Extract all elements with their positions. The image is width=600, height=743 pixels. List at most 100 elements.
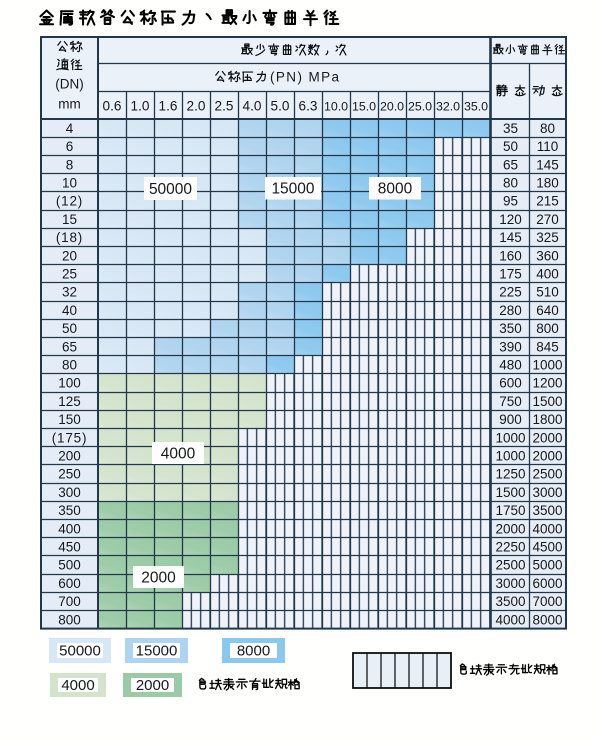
- svg-text:900: 900: [499, 412, 522, 427]
- svg-text:450: 450: [58, 540, 81, 555]
- svg-text:4000: 4000: [61, 677, 94, 694]
- svg-text:8000: 8000: [237, 643, 270, 660]
- svg-text:1500: 1500: [495, 485, 525, 500]
- svg-text:65: 65: [503, 157, 518, 172]
- svg-text:20: 20: [62, 248, 77, 263]
- svg-text:100: 100: [58, 376, 81, 391]
- svg-text:35: 35: [503, 121, 518, 136]
- svg-text:1750: 1750: [495, 503, 525, 518]
- svg-text:145: 145: [499, 230, 522, 245]
- svg-text:80: 80: [503, 176, 518, 191]
- svg-text:3000: 3000: [532, 485, 562, 500]
- svg-text:250: 250: [58, 467, 81, 482]
- svg-text:2.0: 2.0: [187, 99, 206, 114]
- svg-text:510: 510: [536, 285, 559, 300]
- svg-text:35.0: 35.0: [464, 100, 488, 114]
- svg-text:4000: 4000: [161, 445, 196, 462]
- svg-text:1.0: 1.0: [131, 99, 150, 114]
- svg-text:2250: 2250: [495, 540, 525, 555]
- svg-text:4500: 4500: [532, 540, 562, 555]
- svg-text:6.3: 6.3: [299, 99, 318, 114]
- svg-text:8000: 8000: [532, 612, 562, 627]
- svg-text:65: 65: [62, 339, 77, 354]
- svg-text:600: 600: [499, 376, 522, 391]
- svg-text:(18): (18): [56, 230, 83, 245]
- svg-text:2000: 2000: [136, 677, 169, 694]
- svg-text:175: 175: [499, 267, 522, 282]
- svg-text:3500: 3500: [495, 594, 525, 609]
- svg-text:1800: 1800: [532, 412, 562, 427]
- svg-text:845: 845: [536, 339, 559, 354]
- svg-text:5.0: 5.0: [271, 99, 290, 114]
- svg-text:110: 110: [537, 139, 559, 154]
- svg-text:15: 15: [62, 212, 77, 227]
- svg-text:2000: 2000: [141, 569, 176, 586]
- svg-text:400: 400: [536, 267, 559, 282]
- svg-text:95: 95: [503, 194, 518, 209]
- svg-text:25: 25: [62, 267, 77, 282]
- svg-text:120: 120: [499, 212, 522, 227]
- svg-text:800: 800: [58, 612, 81, 627]
- svg-text:400: 400: [58, 521, 81, 536]
- svg-text:6: 6: [66, 139, 74, 154]
- svg-text:4000: 4000: [495, 612, 525, 627]
- svg-text:180: 180: [536, 176, 559, 191]
- svg-text:32.0: 32.0: [436, 100, 460, 114]
- svg-text:3000: 3000: [495, 576, 525, 591]
- svg-text:270: 270: [536, 212, 559, 227]
- svg-text:10: 10: [62, 176, 77, 191]
- svg-text:500: 500: [58, 558, 81, 573]
- svg-text:200: 200: [58, 449, 81, 464]
- svg-text:1.6: 1.6: [159, 99, 178, 114]
- svg-text:7000: 7000: [532, 594, 562, 609]
- svg-text:4.0: 4.0: [243, 99, 262, 114]
- svg-text:10.0: 10.0: [324, 100, 348, 114]
- svg-text:1200: 1200: [532, 376, 562, 391]
- svg-text:15000: 15000: [136, 643, 178, 660]
- svg-text:350: 350: [58, 503, 81, 518]
- svg-text:1500: 1500: [532, 394, 562, 409]
- svg-text:600: 600: [58, 576, 81, 591]
- svg-text:150: 150: [58, 412, 81, 427]
- svg-text:360: 360: [536, 248, 559, 263]
- svg-text:15.0: 15.0: [352, 100, 376, 114]
- svg-text:800: 800: [536, 321, 559, 336]
- svg-text:280: 280: [499, 303, 522, 318]
- svg-text:350: 350: [499, 321, 522, 336]
- svg-text:80: 80: [540, 121, 555, 136]
- svg-text:125: 125: [58, 394, 81, 409]
- svg-text:15000: 15000: [271, 181, 314, 198]
- svg-text:8: 8: [66, 157, 74, 172]
- svg-text:25.0: 25.0: [408, 100, 432, 114]
- svg-text:6000: 6000: [532, 576, 562, 591]
- svg-text:50000: 50000: [149, 181, 192, 198]
- svg-text:mm: mm: [58, 97, 81, 112]
- svg-text:3500: 3500: [532, 503, 562, 518]
- svg-text:160: 160: [499, 248, 522, 263]
- svg-text:4000: 4000: [532, 521, 562, 536]
- svg-text:(12): (12): [56, 194, 83, 209]
- svg-text:80: 80: [62, 358, 77, 373]
- svg-text:225: 225: [499, 285, 522, 300]
- svg-text:0.6: 0.6: [103, 99, 122, 114]
- svg-text:2.5: 2.5: [215, 99, 234, 114]
- svg-text:2500: 2500: [532, 467, 562, 482]
- svg-text:145: 145: [536, 157, 559, 172]
- svg-text:325: 325: [536, 230, 559, 245]
- svg-text:2500: 2500: [495, 558, 525, 573]
- svg-text:640: 640: [536, 303, 559, 318]
- svg-text:1000: 1000: [495, 430, 525, 445]
- svg-text:(PN) MPa: (PN) MPa: [270, 70, 340, 85]
- svg-text:50: 50: [503, 139, 518, 154]
- svg-text:32: 32: [62, 285, 77, 300]
- svg-text:50: 50: [62, 321, 77, 336]
- svg-text:40: 40: [62, 303, 77, 318]
- svg-text:300: 300: [58, 485, 81, 500]
- svg-text:8000: 8000: [378, 181, 413, 198]
- svg-text:1250: 1250: [495, 467, 525, 482]
- svg-text:1000: 1000: [495, 449, 525, 464]
- svg-text:2000: 2000: [495, 521, 525, 536]
- svg-text:5000: 5000: [532, 558, 562, 573]
- svg-text:1000: 1000: [532, 358, 562, 373]
- svg-text:(175): (175): [52, 430, 88, 445]
